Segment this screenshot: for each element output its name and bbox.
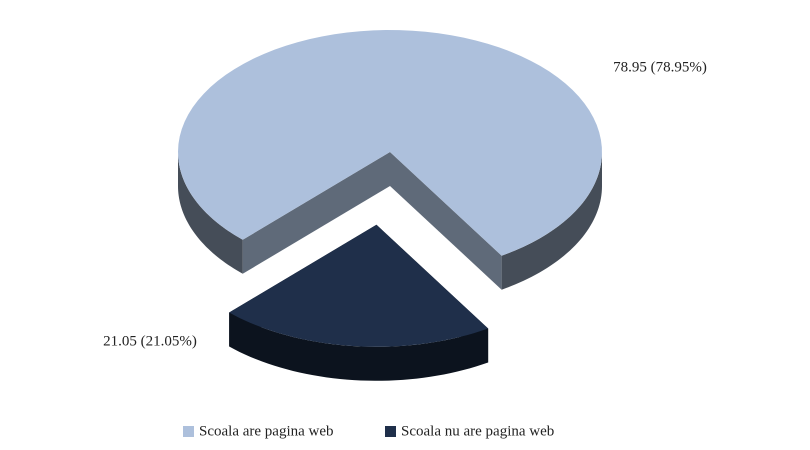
slice-side xyxy=(178,152,243,274)
legend-label: Scoala are pagina web xyxy=(199,423,334,439)
slice xyxy=(178,30,602,256)
slice-side xyxy=(501,152,602,290)
data-label: 78.95 (78.95%) xyxy=(613,59,707,75)
slice-side xyxy=(390,152,502,290)
slice-side xyxy=(242,152,390,274)
slice xyxy=(229,224,489,347)
slice-side xyxy=(229,312,489,381)
legend-label: Scoala nu are pagina web xyxy=(401,423,554,439)
slice xyxy=(178,30,602,290)
legend-swatch xyxy=(385,426,396,437)
data-label: 21.05 (21.05%) xyxy=(103,333,197,349)
slice xyxy=(229,224,489,381)
legend-swatch xyxy=(183,426,194,437)
